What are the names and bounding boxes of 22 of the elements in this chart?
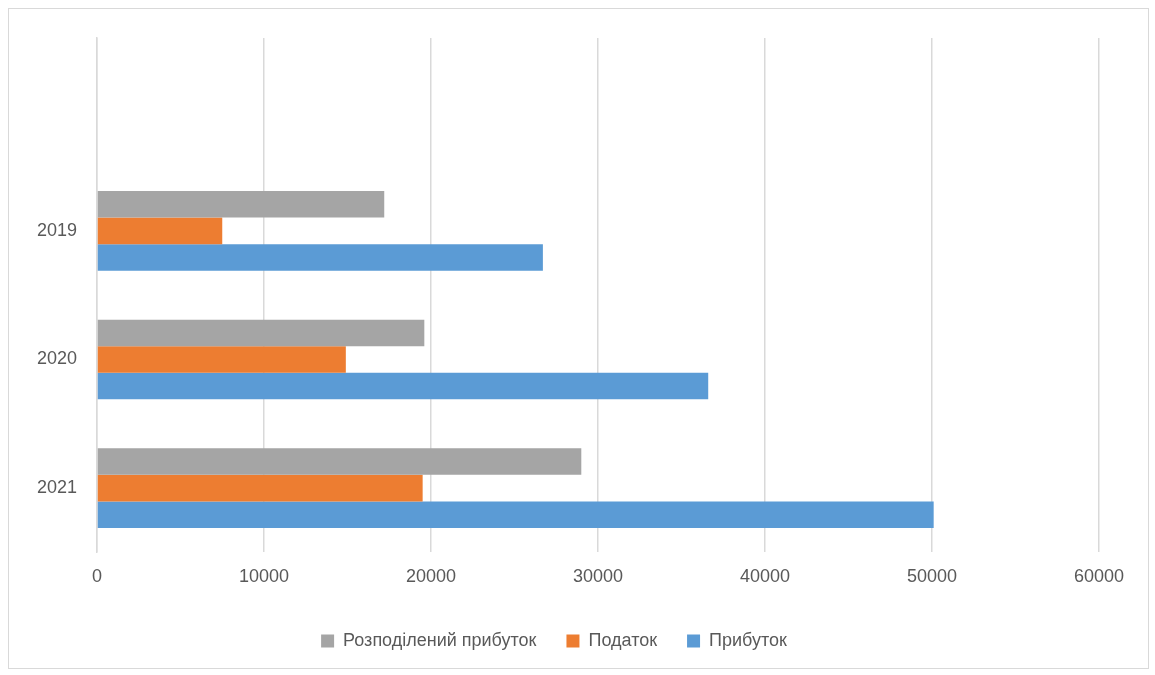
y-tick-label: 2021	[36, 477, 77, 498]
x-tick-label: 0	[91, 566, 103, 587]
x-tick-label: 10000	[238, 566, 290, 587]
bar	[97, 474, 423, 502]
y-tick-label: 2020	[36, 348, 77, 369]
x-tick-label: 30000	[572, 566, 624, 587]
x-tick-label: 20000	[405, 566, 457, 587]
bar	[97, 448, 582, 475]
bar	[97, 191, 385, 218]
bar	[97, 319, 425, 347]
legend-label: Розподілений прибуток	[343, 629, 537, 650]
legend-label: Податок	[588, 629, 658, 650]
legend-label: Прибуток	[709, 629, 788, 650]
bar	[97, 217, 223, 245]
x-tick-label: 60000	[1073, 566, 1125, 587]
bar	[97, 346, 346, 373]
bar	[97, 501, 934, 528]
bar	[97, 244, 543, 271]
x-tick-label: 50000	[906, 566, 958, 587]
x-tick-label: 40000	[739, 566, 791, 587]
y-tick-label: 2019	[36, 219, 77, 240]
bar	[97, 372, 709, 400]
